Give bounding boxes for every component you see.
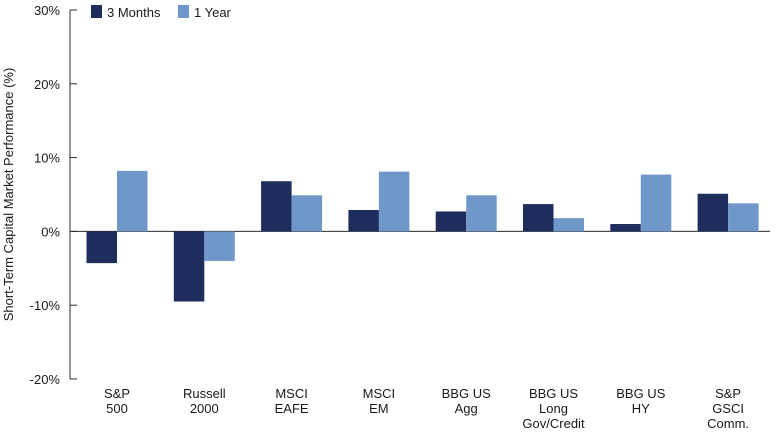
- y-axis-title: Short-Term Capital Market Performance (%…: [1, 68, 16, 322]
- x-category-label: S&P 500: [104, 386, 130, 416]
- bar-3-months: [435, 211, 467, 232]
- y-tick-label: 10%: [34, 151, 60, 166]
- bar-3-months: [697, 193, 729, 232]
- y-tick-label: -20%: [30, 372, 61, 387]
- bar-3-months: [348, 209, 379, 232]
- bar-1-year: [291, 195, 323, 232]
- bars: [86, 170, 759, 302]
- legend-swatch-3-months: [91, 5, 102, 18]
- bar-1-year: [204, 231, 235, 261]
- bar-1-year: [553, 218, 584, 232]
- bar-3-months: [523, 204, 554, 232]
- bar-1-year: [728, 203, 759, 232]
- x-axis-labels: S&P 500 Russell 2000 MSCI EAFE MSCI EM BBG US Agg…: [104, 386, 749, 431]
- bar-1-year: [378, 171, 410, 232]
- y-tick-label: 0%: [41, 224, 60, 239]
- x-category-label: Russell 2000: [183, 386, 226, 416]
- legend-swatch-1-year: [178, 5, 189, 18]
- x-category-label: BBG US Long Gov/Credit: [522, 386, 585, 431]
- y-tick-label: -10%: [30, 298, 61, 313]
- bar-3-months: [610, 224, 641, 232]
- x-category-label: S&P GSCI Comm.: [707, 386, 749, 431]
- bar-3-months: [86, 231, 117, 264]
- bar-1-year: [640, 174, 672, 232]
- bar-1-year: [466, 195, 497, 232]
- bar-1-year: [117, 170, 148, 232]
- y-tick-label: 30%: [34, 3, 60, 18]
- y-tick-label: 20%: [34, 77, 60, 92]
- x-category-label: MSCI EM: [363, 386, 396, 416]
- bar-3-months: [261, 181, 292, 232]
- x-category-label: BBG US Agg: [442, 386, 491, 416]
- legend: 3 Months 1 Year: [91, 5, 232, 20]
- x-category-label: MSCI EAFE: [275, 386, 309, 416]
- y-axis: -20% -10% 0% 10% 20% 30%: [30, 3, 770, 387]
- bar-3-months: [173, 231, 205, 302]
- legend-label-3-months: 3 Months: [107, 5, 161, 20]
- legend-label-1-year: 1 Year: [194, 5, 232, 20]
- x-category-label: BBG US HY: [616, 386, 665, 416]
